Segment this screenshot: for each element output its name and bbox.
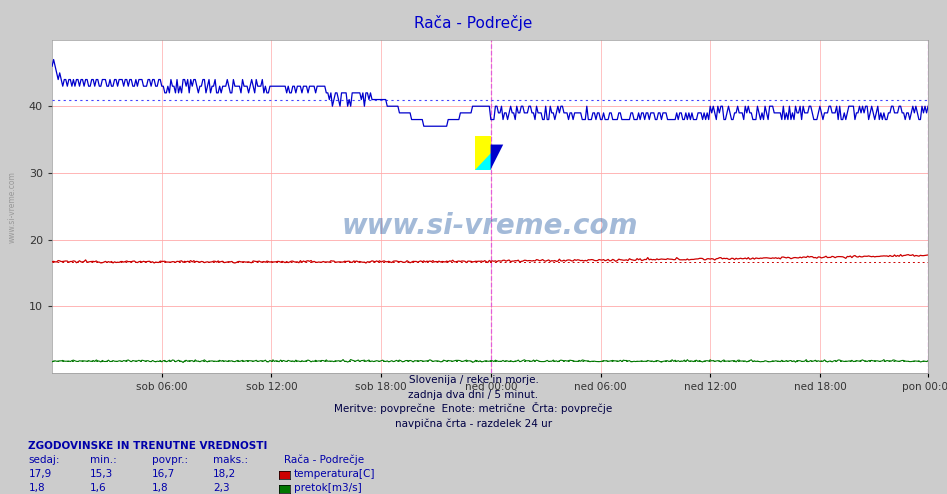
Text: maks.:: maks.:	[213, 455, 248, 465]
Text: navpična črta - razdelek 24 ur: navpična črta - razdelek 24 ur	[395, 419, 552, 429]
Text: 1,6: 1,6	[90, 483, 107, 493]
Text: sedaj:: sedaj:	[28, 455, 60, 465]
Text: 16,7: 16,7	[152, 469, 175, 479]
Text: 1,8: 1,8	[28, 483, 45, 493]
Text: 1,8: 1,8	[152, 483, 169, 493]
Text: povpr.:: povpr.:	[152, 455, 188, 465]
Text: Rača - Podrečje: Rača - Podrečje	[284, 455, 365, 465]
Text: zadnja dva dni / 5 minut.: zadnja dva dni / 5 minut.	[408, 390, 539, 400]
Polygon shape	[491, 145, 503, 169]
Text: www.si-vreme.com: www.si-vreme.com	[342, 212, 638, 240]
Text: 15,3: 15,3	[90, 469, 114, 479]
Text: Rača - Podrečje: Rača - Podrečje	[415, 15, 532, 31]
Text: Slovenija / reke in morje.: Slovenija / reke in morje.	[408, 375, 539, 385]
Text: ZGODOVINSKE IN TRENUTNE VREDNOSTI: ZGODOVINSKE IN TRENUTNE VREDNOSTI	[28, 441, 268, 451]
Polygon shape	[475, 153, 491, 169]
Text: www.si-vreme.com: www.si-vreme.com	[8, 171, 17, 244]
Text: 18,2: 18,2	[213, 469, 237, 479]
Bar	[475, 136, 491, 169]
Text: 17,9: 17,9	[28, 469, 52, 479]
Text: Meritve: povprečne  Enote: metrične  Črta: povprečje: Meritve: povprečne Enote: metrične Črta:…	[334, 403, 613, 414]
Text: 2,3: 2,3	[213, 483, 230, 493]
Text: temperatura[C]: temperatura[C]	[294, 469, 375, 479]
Text: pretok[m3/s]: pretok[m3/s]	[294, 483, 362, 493]
Text: min.:: min.:	[90, 455, 116, 465]
